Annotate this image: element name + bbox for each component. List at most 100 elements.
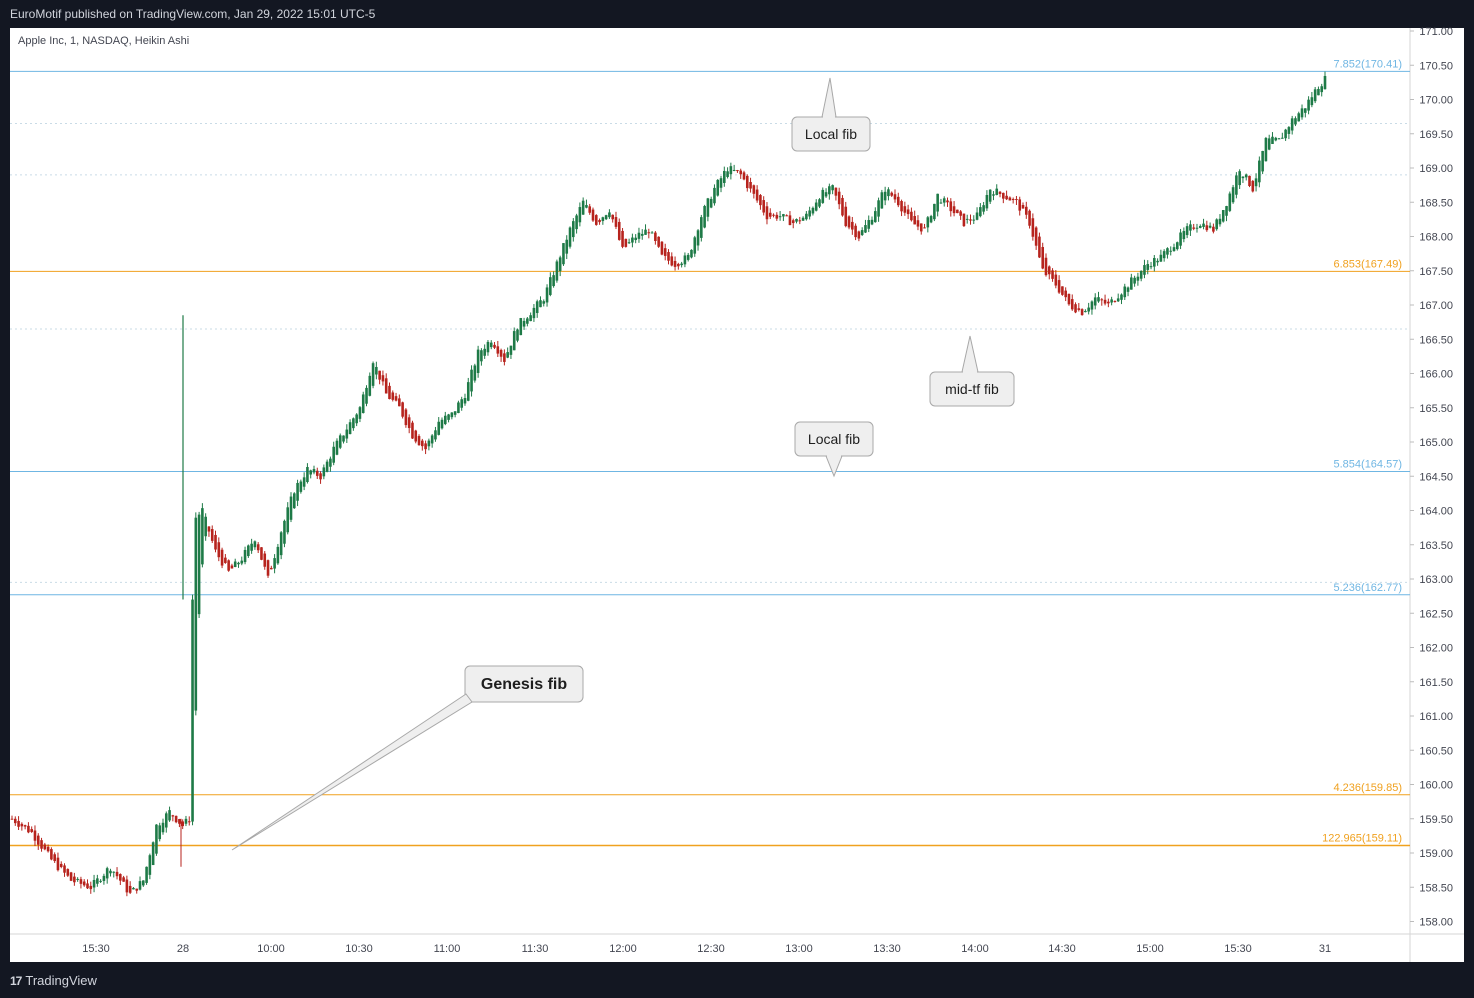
candle-body xyxy=(1110,299,1113,303)
candles xyxy=(10,71,1327,897)
candle-body xyxy=(696,230,700,246)
candle-body xyxy=(388,385,391,400)
candle-body xyxy=(739,170,743,175)
candle-body xyxy=(391,392,395,400)
candle-body xyxy=(916,220,920,227)
candle-body xyxy=(949,201,953,212)
candle-body xyxy=(105,868,109,879)
candle-body xyxy=(499,349,503,357)
candle-body xyxy=(187,821,191,823)
candle-body xyxy=(1024,206,1028,215)
candle-body xyxy=(637,232,641,239)
candle-body xyxy=(1087,307,1090,312)
candle-body xyxy=(1258,160,1261,183)
candle-body xyxy=(1166,248,1169,255)
candle-body xyxy=(591,209,595,221)
candle-body xyxy=(394,396,398,401)
candle-body xyxy=(1215,219,1218,230)
candle-body xyxy=(270,567,273,570)
candle-body xyxy=(430,435,434,444)
candle-body xyxy=(749,181,752,189)
candle-body xyxy=(1011,198,1015,200)
candle-body xyxy=(631,237,634,243)
candle-body xyxy=(158,825,162,840)
candle-body xyxy=(581,200,585,215)
candle-body xyxy=(322,467,326,477)
candle-body xyxy=(1307,99,1310,111)
candle-body xyxy=(880,192,884,209)
candle-body xyxy=(565,239,569,254)
candle-body xyxy=(808,210,811,217)
candle-body xyxy=(181,821,184,827)
candle-body xyxy=(119,874,122,881)
candle-body xyxy=(952,206,956,214)
candle-body xyxy=(1130,277,1133,290)
candle-body xyxy=(338,435,342,448)
candle-body xyxy=(27,825,30,833)
candle-body xyxy=(1192,227,1195,229)
candle-body xyxy=(805,213,808,220)
candle-body xyxy=(778,216,782,218)
candle-body xyxy=(690,249,693,258)
candle-body xyxy=(434,430,437,440)
candle-body xyxy=(427,440,431,447)
candle-body xyxy=(204,516,207,537)
candle-body xyxy=(834,187,838,196)
symbol-label: Apple Inc, 1, NASDAQ, Heikin Ashi xyxy=(18,35,190,47)
x-tick-label: 13:00 xyxy=(785,943,813,955)
candle-body xyxy=(86,883,89,889)
candle-body xyxy=(92,879,96,888)
candle-body xyxy=(194,517,198,711)
candle-body xyxy=(378,370,381,380)
chart-area[interactable] xyxy=(10,28,1464,962)
fib-level-label: 7.852(170.41) xyxy=(1334,58,1403,70)
candle-body xyxy=(266,560,270,576)
candle-body xyxy=(795,218,798,222)
candle-body xyxy=(982,205,985,212)
candle-body xyxy=(723,170,726,183)
x-axis[interactable]: 15:30 28 10:00 10:30 11:00 11:30 12:00 12:30 13:… xyxy=(82,943,1331,955)
candle-body xyxy=(1067,293,1071,305)
candle-body xyxy=(824,192,828,197)
candle-body xyxy=(716,179,720,196)
y-axis[interactable]: 171.00 170.50 170.00 169.50 169.00 168.50 168.… xyxy=(1410,26,1453,929)
candle-body xyxy=(585,205,588,208)
candle-body xyxy=(1041,247,1045,269)
candle-body xyxy=(56,857,60,871)
candle-body xyxy=(1090,301,1094,310)
candle-body xyxy=(79,879,83,884)
candle-body xyxy=(742,172,746,180)
candle-body xyxy=(1146,264,1150,270)
candle-body xyxy=(273,558,276,569)
candle-body xyxy=(962,213,966,227)
tradingview-brand[interactable]: 17 TradingView xyxy=(10,973,97,988)
x-tick-label: 15:30 xyxy=(1224,943,1252,955)
candle-body xyxy=(1185,226,1189,236)
y-tick-label: 163.00 xyxy=(1419,574,1453,586)
candle-body xyxy=(841,197,844,216)
annotation-callout[interactable] xyxy=(464,665,584,703)
candle-body xyxy=(1208,225,1212,228)
candle-body xyxy=(979,207,982,217)
candle-body xyxy=(437,421,441,435)
candle-body xyxy=(306,467,309,483)
candle-body xyxy=(1100,299,1104,301)
annotation-text: Local fib xyxy=(808,431,860,447)
candle-body xyxy=(69,872,73,881)
y-tick-label: 164.50 xyxy=(1419,471,1453,483)
candle-body xyxy=(1097,297,1100,302)
candle-body xyxy=(135,888,139,891)
candle-body xyxy=(1218,218,1222,225)
candle-body xyxy=(1123,286,1127,298)
candle-body xyxy=(1002,192,1005,199)
candle-body xyxy=(1008,197,1012,201)
candle-body xyxy=(1195,227,1199,229)
candle-body xyxy=(283,520,286,544)
candle-body xyxy=(703,206,706,228)
candle-body xyxy=(59,863,63,867)
candle-body xyxy=(1290,118,1294,131)
y-tick-label: 170.50 xyxy=(1419,60,1453,72)
candle-body xyxy=(10,818,14,820)
candle-body xyxy=(155,824,158,854)
